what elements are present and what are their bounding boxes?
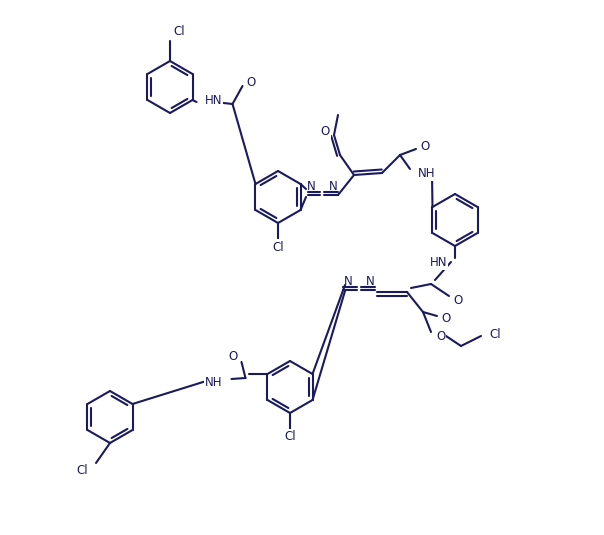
Text: N: N bbox=[307, 180, 315, 193]
Text: O: O bbox=[321, 125, 330, 137]
Text: NH: NH bbox=[418, 166, 435, 180]
Text: O: O bbox=[441, 311, 450, 325]
Text: Cl: Cl bbox=[76, 464, 88, 478]
Text: O: O bbox=[436, 330, 445, 342]
Text: Cl: Cl bbox=[173, 25, 185, 37]
Text: HN: HN bbox=[429, 256, 447, 269]
Text: Cl: Cl bbox=[272, 241, 284, 254]
Text: Cl: Cl bbox=[284, 431, 296, 444]
Text: HN: HN bbox=[205, 94, 222, 106]
Text: N: N bbox=[365, 274, 374, 287]
Text: NH: NH bbox=[205, 376, 222, 388]
Text: O: O bbox=[453, 294, 462, 307]
Text: O: O bbox=[228, 349, 237, 363]
Text: Cl: Cl bbox=[489, 327, 501, 340]
Text: O: O bbox=[246, 75, 255, 88]
Text: N: N bbox=[329, 180, 338, 193]
Text: N: N bbox=[344, 274, 352, 287]
Text: O: O bbox=[420, 140, 429, 152]
